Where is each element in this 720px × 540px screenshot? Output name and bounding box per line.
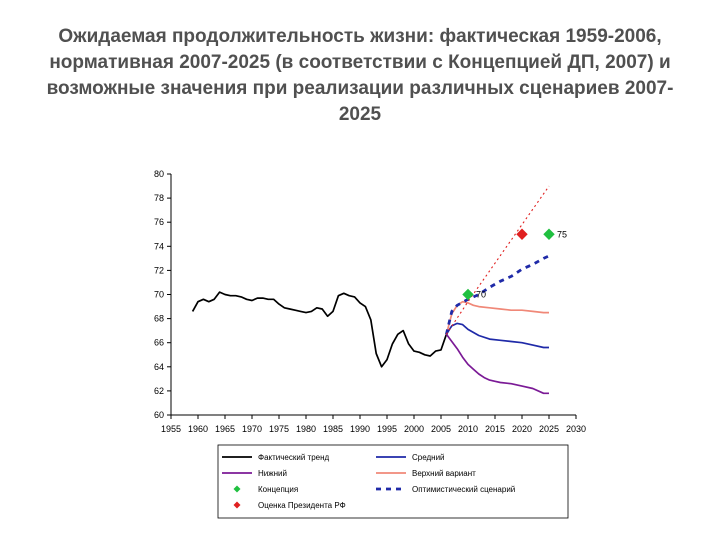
marker-label: 75	[557, 229, 567, 239]
slide-title-line: 2025	[338, 104, 382, 125]
series-line-4	[445, 254, 550, 335]
marker-label: 70	[476, 290, 486, 300]
legend-label: Фактический тренд	[258, 453, 330, 462]
legend-label: Средний	[412, 453, 445, 462]
legend-swatch	[233, 501, 241, 509]
x-tick-label: 2025	[539, 424, 559, 434]
x-tick-label: 2015	[485, 424, 505, 434]
series-line-3	[445, 300, 549, 335]
legend-label: Концепция	[258, 485, 298, 494]
y-tick-label: 72	[154, 265, 164, 275]
series-line-5	[445, 185, 550, 335]
x-tick-label: 1985	[323, 424, 343, 434]
y-tick-label: 70	[154, 290, 164, 300]
x-tick-label: 2005	[431, 424, 451, 434]
y-tick-label: 78	[154, 193, 164, 203]
x-tick-label: 1995	[377, 424, 397, 434]
chart-series	[191, 185, 550, 395]
y-tick-label: 64	[154, 362, 164, 372]
x-tick-label: 1975	[269, 424, 289, 434]
x-tick-label: 2010	[458, 424, 478, 434]
x-tick-label: 1960	[188, 424, 208, 434]
x-tick-label: 1955	[161, 424, 181, 434]
y-tick-label: 76	[154, 217, 164, 227]
legend-label: Верхний вариант	[412, 469, 476, 478]
x-tick-label: 1980	[296, 424, 316, 434]
chart-markers: 70 75	[462, 228, 567, 301]
x-tick-label: 2000	[404, 424, 424, 434]
slide-title-line: нормативная 2007-2025 (в соответствии с …	[49, 52, 671, 73]
legend-label: Нижний	[258, 469, 287, 478]
chart-legend: Фактический тренд Средний Нижний Верхний ва…	[217, 444, 569, 519]
legend-label: Оптимистический сценарий	[412, 485, 515, 494]
marker-point-0	[462, 288, 474, 301]
series-line-0	[191, 291, 448, 368]
x-tick-label: 2030	[566, 424, 586, 434]
y-tick-label: 80	[154, 169, 164, 179]
series-line-2	[445, 333, 549, 395]
y-tick-label: 62	[154, 386, 164, 396]
x-tick-label: 1970	[242, 424, 262, 434]
marker-point-0	[543, 228, 555, 240]
y-tick-label: 68	[154, 314, 164, 324]
slide-title-line: возможные значения при реализации различ…	[46, 78, 674, 99]
y-tick-label: 60	[154, 410, 164, 420]
slide-title: Ожидаемая продолжительность жизни: факти…	[30, 24, 690, 128]
y-tick-label: 66	[154, 338, 164, 348]
series-line-1	[445, 322, 549, 349]
chart-axes: 60 62 64 66 68 70 72 74 76 78 80 1955 1960 1965 1970 19…	[154, 169, 586, 434]
slide-title-line: Ожидаемая продолжительность жизни: факти…	[58, 26, 662, 47]
y-tick-label: 74	[154, 241, 164, 251]
x-tick-label: 1990	[350, 424, 370, 434]
legend-swatch	[233, 485, 241, 493]
legend-label: Оценка Президента РФ	[258, 501, 346, 510]
marker-point-1	[516, 228, 528, 240]
x-tick-label: 1965	[215, 424, 235, 434]
x-tick-label: 2020	[512, 424, 532, 434]
